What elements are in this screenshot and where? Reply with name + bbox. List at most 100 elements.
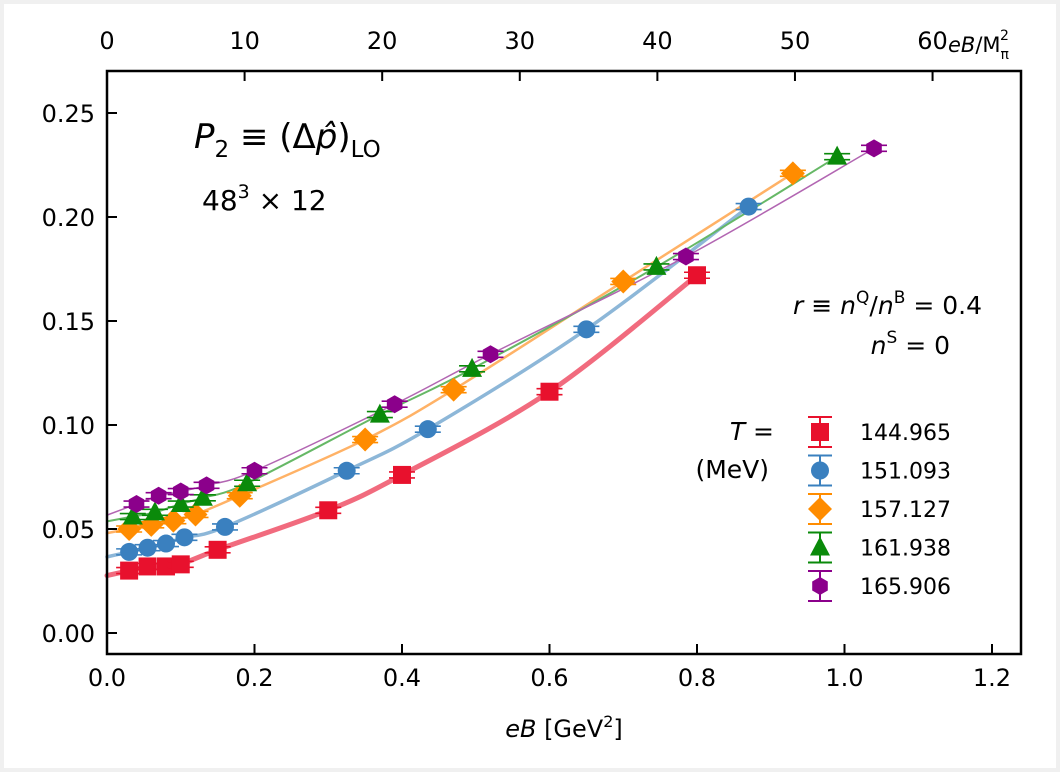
x-tick-label: 1.2 [973, 664, 1011, 692]
y-tick-label: 0.15 [42, 308, 95, 336]
fit-curve-144.965 [104, 272, 700, 579]
data-points [116, 139, 887, 580]
data-point [353, 427, 378, 452]
legend-marker [810, 536, 830, 556]
strangeness-annotation: nS = 0 [871, 328, 950, 360]
x-axis-ticks: 0.0 0.2 0.4 0.6 0.8 1.0 1.2 [88, 644, 1011, 692]
data-point [866, 139, 882, 158]
top-tick-label: 50 [780, 27, 811, 55]
data-point [646, 255, 667, 275]
x-tick-label: 0.8 [678, 664, 716, 692]
data-point [678, 247, 694, 266]
top-axis-ticks: 0 10 20 30 40 50 60 [99, 27, 948, 81]
x-tick-label: 0.0 [88, 664, 126, 692]
series-165.906 [123, 139, 887, 514]
legend-marker [808, 497, 832, 521]
data-point [386, 395, 403, 414]
data-point [128, 495, 145, 514]
top-tick-label: 30 [505, 27, 536, 55]
y-tick-label: 0.10 [42, 412, 95, 440]
plot-frame [105, 69, 1023, 656]
data-point [170, 493, 191, 513]
data-point [418, 420, 437, 439]
data-point [540, 382, 559, 401]
data-point [138, 538, 157, 557]
data-point [337, 461, 356, 480]
data-point [216, 517, 234, 536]
legend-entry: 157.127 [808, 493, 951, 525]
observable-annotation: P2 ≡ (Δp̂)LO [194, 117, 381, 163]
data-point [780, 161, 805, 186]
data-point [393, 465, 411, 484]
y-tick-label: 0.20 [42, 204, 95, 232]
data-point [120, 542, 139, 561]
data-point [319, 501, 338, 520]
x-axis-label: eB [GeV2] [505, 712, 623, 743]
series-157.127 [116, 161, 806, 541]
y-axis-ticks: 0.00 0.05 0.10 0.15 0.20 0.25 [42, 100, 117, 648]
data-point [150, 486, 167, 505]
legend-entry: 144.965 [808, 416, 951, 448]
lattice-size-annotation: 483 × 12 [202, 181, 327, 217]
chart-svg: 0.0 0.2 0.4 0.6 0.8 1.0 1.2 0.000.050.100.150.… [42, 27, 1023, 743]
legend-title-line1: T = [730, 417, 774, 446]
x-tick-label: 0.2 [235, 664, 273, 692]
data-point [175, 528, 194, 547]
data-point [246, 461, 263, 480]
top-tick-label: 20 [367, 27, 398, 55]
series-144.965 [116, 266, 710, 580]
legend-entry: 151.093 [808, 454, 951, 487]
data-point [688, 266, 706, 285]
data-point [462, 357, 483, 377]
data-point [120, 561, 139, 580]
data-point [183, 502, 208, 527]
data-point [138, 557, 157, 576]
charge-ratio-annotation: r ≡ nQ/nB = 0.4 [793, 288, 982, 320]
series-151.093 [116, 197, 762, 561]
top-axis-label: eB/Mπ2 [948, 28, 1010, 63]
legend-marker [811, 423, 829, 441]
legend-marker [811, 461, 829, 480]
legend-label: 151.093 [860, 460, 951, 485]
data-point [171, 555, 190, 574]
x-tick-label: 1.0 [825, 664, 863, 692]
data-point [172, 482, 189, 501]
top-tick-label: 0 [99, 27, 114, 55]
data-point [482, 345, 499, 364]
data-point [144, 501, 165, 521]
data-point [122, 505, 143, 525]
top-tick-label: 10 [229, 27, 260, 55]
top-tick-label: 60 [917, 27, 948, 55]
legend: T = (MeV) 144.965 151.093 157.127 161.938 16… [695, 416, 951, 602]
data-point [827, 145, 848, 165]
data-point [369, 403, 390, 423]
legend-label: 165.906 [860, 575, 951, 600]
legend-entry: 161.938 [808, 531, 951, 564]
legend-label: 161.938 [860, 537, 951, 562]
data-point [208, 540, 227, 559]
data-point [739, 197, 758, 216]
legend-label: 144.965 [860, 421, 951, 446]
y-tick-label: 0.05 [42, 516, 95, 544]
data-point [441, 377, 466, 402]
legend-entry: 165.906 [808, 570, 951, 602]
series-161.938 [119, 145, 851, 525]
legend-label: 157.127 [860, 498, 951, 523]
data-point [157, 534, 175, 553]
y-tick-label: 0.25 [42, 100, 95, 128]
data-point [577, 320, 596, 339]
legend-title-line2: (MeV) [695, 455, 769, 484]
data-point [192, 486, 213, 506]
x-tick-label: 0.4 [383, 664, 421, 692]
top-tick-label: 40 [642, 27, 673, 55]
data-point [237, 472, 258, 492]
legend-entries: 144.965 151.093 157.127 161.938 165.906 [808, 416, 951, 602]
legend-marker [812, 577, 828, 595]
x-tick-label: 0.6 [530, 664, 568, 692]
figure: 0.0 0.2 0.4 0.6 0.8 1.0 1.2 0.00 0.05 0.10 0.15 0.… [4, 4, 1056, 768]
data-point [611, 269, 636, 294]
y-tick-label: 0.00 [42, 620, 95, 648]
data-point [139, 512, 164, 537]
data-point [198, 476, 215, 495]
